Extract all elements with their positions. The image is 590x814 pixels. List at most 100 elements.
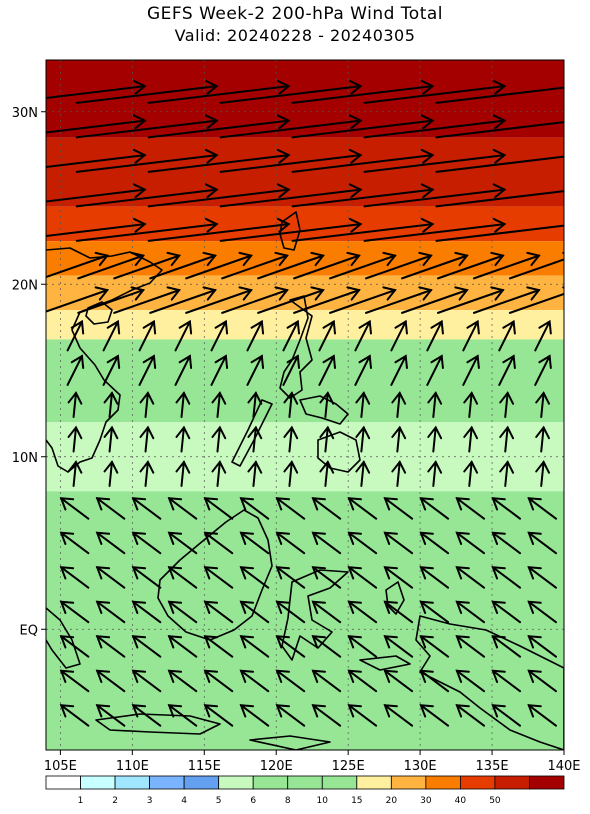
wind-vector-arrow: [247, 460, 263, 487]
wind-vector-arrow: [499, 460, 515, 487]
wind-vector-arrow: [210, 319, 229, 352]
wind-vector-arrow: [211, 460, 227, 487]
lat-lon-gridlines: [46, 60, 564, 750]
wind-vector-arrow: [291, 217, 435, 242]
wind-vector-arrow: [455, 531, 486, 555]
wind-vector-arrow: [185, 286, 253, 314]
wind-vector-arrow: [427, 391, 443, 418]
colorbar-swatch: [114, 775, 150, 790]
wind-vector-arrow: [347, 704, 378, 727]
wind-vector-arrow: [203, 566, 234, 589]
wind-vector-arrow: [527, 669, 558, 693]
wind-vector-arrow: [211, 391, 227, 418]
map-title: GEFS Week-2 200-hPa Wind Total: [146, 4, 443, 24]
wind-vector-arrow: [391, 391, 407, 418]
wind-vector-arrow: [77, 286, 146, 314]
wind-vector-arrow: [139, 460, 155, 487]
wind-vector-arrow: [75, 148, 219, 173]
wind-vector-arrow: [221, 251, 289, 280]
wind-vector-arrow: [383, 566, 414, 589]
wind-vector-arrow: [239, 669, 270, 693]
wind-vector-arrow: [311, 531, 342, 555]
wind-vector-arrow: [282, 319, 301, 352]
wind-vector-arrow: [46, 286, 110, 313]
colorbar-label: 15: [351, 796, 362, 806]
wind-vector-arrow: [419, 566, 450, 589]
wind-vector-arrow: [219, 148, 363, 173]
wind-vector-arrow: [239, 600, 270, 624]
wind-vector-arrow: [435, 155, 564, 173]
wind-vector-arrow: [103, 460, 119, 487]
wind-vector-arrow: [102, 319, 121, 352]
wind-vector-arrow: [203, 531, 234, 555]
wind-vector-arrow: [383, 497, 414, 520]
wind-vector-arrow: [59, 566, 90, 589]
wind-vector-arrow: [59, 497, 90, 520]
wind-vector-arrow: [355, 425, 371, 453]
lon-tick-label: 140E: [547, 759, 580, 774]
wind-vector-arrow: [435, 224, 564, 242]
wind-vector-arrow: [75, 79, 219, 104]
wind-vector-arrow: [435, 190, 564, 208]
wind-vector-arrow: [75, 114, 219, 139]
colorbar-label: 3: [147, 796, 153, 806]
wind-vector-arrow: [311, 497, 342, 520]
wind-vector-arrow: [219, 183, 363, 208]
wind-vector-arrow: [527, 600, 558, 624]
wind-vector-arrow: [363, 217, 507, 242]
wind-vector-arrow: [391, 460, 407, 487]
wind-vector-arrow: [426, 319, 444, 352]
coastline-palawan: [231, 399, 273, 467]
wind-vector-arrow: [463, 391, 479, 418]
wind-vector-arrow: [275, 635, 306, 658]
wind-vector-arrow: [491, 566, 522, 589]
wind-vector-arrow: [419, 669, 450, 693]
axis-labels: 30N 20N 10N EQ 105E 110E 115E 120E 125E 130E 135E 1…: [12, 106, 581, 774]
wind-vector-arrow: [491, 600, 522, 624]
wind-vector-arrow: [167, 497, 198, 520]
wind-vector-arrow: [95, 531, 126, 555]
wind-vector-arrow: [95, 704, 126, 727]
colorbar-swatch: [218, 775, 254, 790]
wind-vector-arrow: [95, 566, 126, 589]
wind-speed-shading: [46, 60, 564, 750]
wind-vector-arrow: [363, 79, 507, 104]
coastline-java: [95, 713, 221, 735]
coastline-timor: [249, 735, 331, 750]
wind-vector-arrow: [59, 635, 90, 658]
wind-vector-arrow: [95, 635, 126, 658]
wind-vector-arrow: [383, 635, 414, 658]
colorbar-label: 50: [489, 796, 501, 806]
wind-vector-arrow: [103, 425, 119, 453]
lon-tick-label: 135E: [476, 759, 509, 774]
coastline-borneo: [157, 509, 273, 641]
wind-vector-arrow: [499, 391, 515, 418]
wind-vector-arrow: [283, 460, 299, 487]
wind-vector-arrow: [347, 669, 378, 693]
wind-vector-arrow: [491, 635, 522, 658]
wind-vector-arrow: [329, 286, 397, 314]
wind-vector-arrow: [508, 286, 564, 314]
wind-vector-arrow: [275, 704, 306, 727]
wind-vector-arrow: [455, 566, 486, 589]
wind-vector-arrow: [463, 460, 479, 487]
wind-vector-arrow: [383, 531, 414, 555]
wind-vector-arrow: [455, 669, 486, 693]
wind-vector-arrow: [311, 635, 342, 658]
wind-vector-arrow: [138, 354, 157, 386]
wind-vector-arrow: [329, 251, 397, 280]
wind-vector-arrow: [246, 354, 265, 386]
wind-vector-arrow: [491, 669, 522, 693]
wind-vector-arrow: [239, 531, 270, 555]
lat-tick-label: 20N: [12, 278, 38, 293]
wind-vector-arrow: [246, 319, 265, 352]
wind-vector-arrow: [131, 704, 162, 727]
wind-vector-arrow: [462, 354, 480, 386]
lon-tick-label: 120E: [260, 759, 293, 774]
wind-vector-arrow: [498, 319, 516, 352]
wind-vector-arrow: [293, 286, 361, 314]
wind-vector-arrow: [527, 531, 558, 555]
wind-vector-arrow: [390, 354, 408, 386]
wind-vector-arrow: [365, 251, 433, 280]
